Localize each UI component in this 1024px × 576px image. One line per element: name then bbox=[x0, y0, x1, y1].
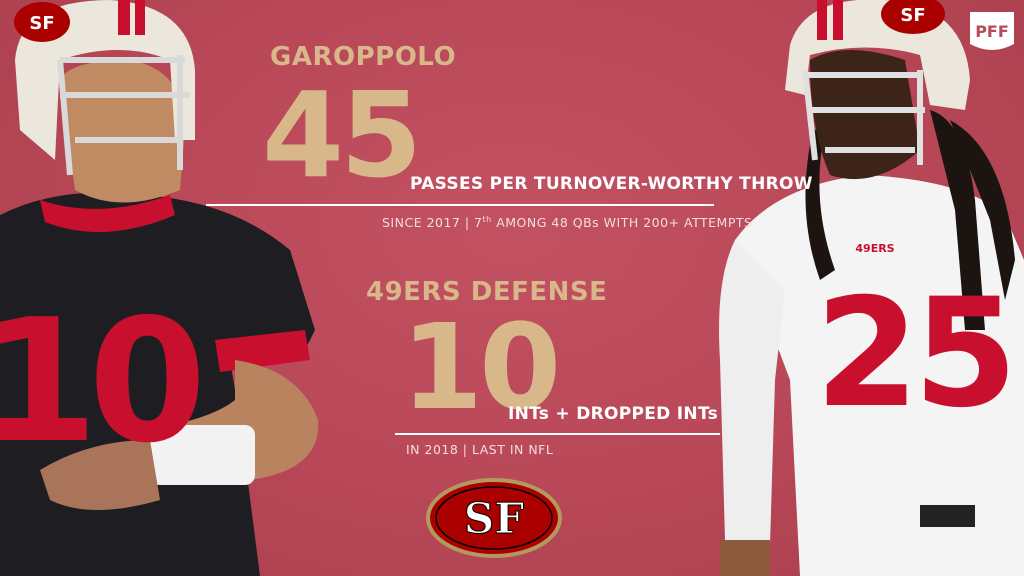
player-right-image: SF 49ERS 25 bbox=[719, 0, 1024, 576]
stat1-name: GAROPPOLO bbox=[270, 42, 457, 72]
stat2-subtitle: IN 2018 | LAST IN NFL bbox=[406, 442, 554, 457]
49ers-logo-icon: SF bbox=[426, 478, 562, 558]
stat1-subtitle: SINCE 2017 | 7th AMONG 48 QBs WITH 200+ … bbox=[382, 215, 753, 231]
svg-text:SF: SF bbox=[464, 494, 524, 543]
svg-text:PFF: PFF bbox=[975, 22, 1009, 41]
stat2-description: INTs + DROPPED INTs bbox=[508, 404, 719, 424]
stat1-divider bbox=[206, 204, 714, 206]
stat1-value: 45 bbox=[262, 66, 422, 204]
stat1-description: PASSES PER TURNOVER-WORTHY THROW bbox=[410, 174, 813, 194]
player-right-number: 25 bbox=[815, 267, 1012, 441]
player-left-image: SF 10 bbox=[0, 0, 319, 576]
player-left-number: 10 bbox=[0, 283, 199, 481]
svg-text:SF: SF bbox=[900, 5, 925, 26]
pff-logo-icon: PFF bbox=[970, 12, 1014, 50]
player-right-chest-text: 49ERS bbox=[855, 242, 894, 255]
svg-text:SF: SF bbox=[29, 13, 54, 34]
stat2-name: 49ERS DEFENSE bbox=[366, 277, 608, 307]
stat2-value: 10 bbox=[401, 298, 561, 436]
stat2-divider bbox=[395, 433, 720, 435]
